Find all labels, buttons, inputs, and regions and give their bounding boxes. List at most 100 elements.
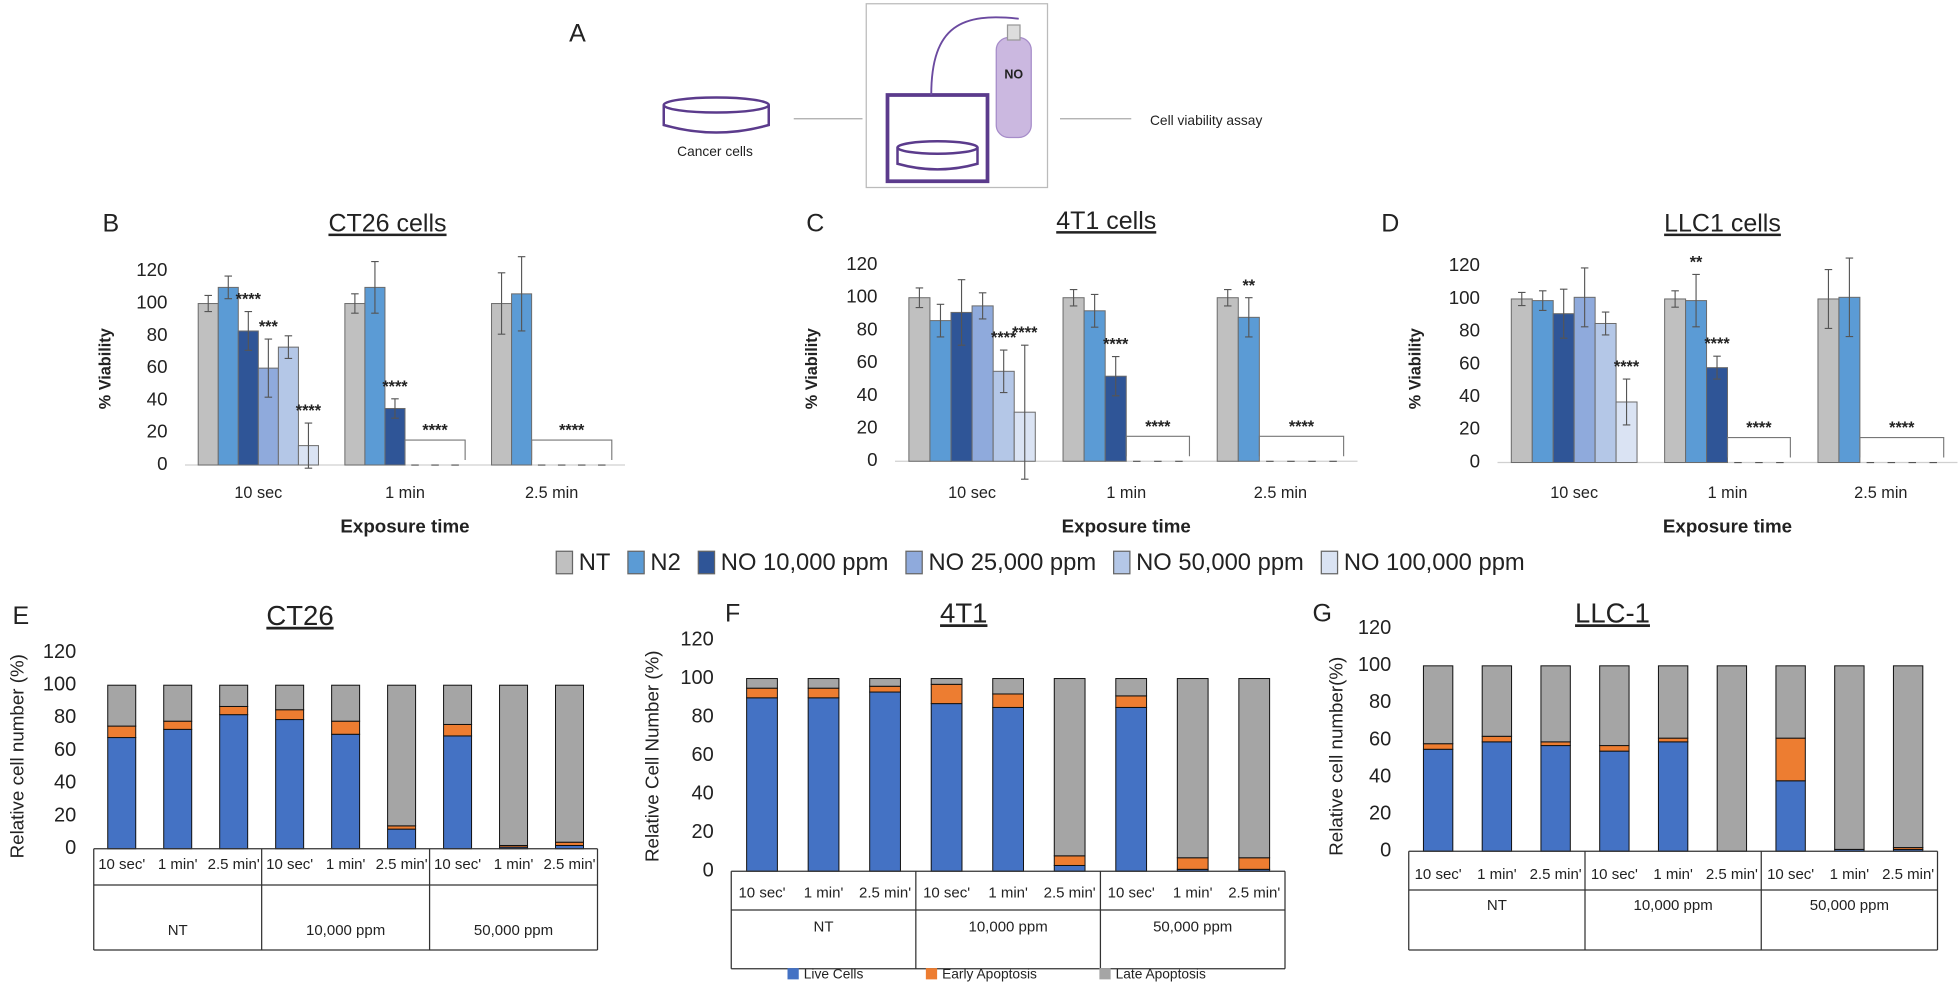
x-tick-label: 1 min'	[326, 856, 366, 873]
bar-segment	[331, 684, 361, 722]
y-tick-label: 100	[136, 291, 167, 312]
significance-label: ***	[259, 318, 279, 336]
error-bar	[1601, 311, 1610, 336]
significance-label: ****	[1746, 419, 1772, 437]
x-tick-label: 1 min'	[1173, 885, 1213, 902]
significance-label: ****	[559, 422, 585, 440]
y-tick-label: 20	[1459, 418, 1480, 439]
x-axis-label: Exposure time	[1062, 515, 1191, 536]
y-tick-label: 100	[680, 667, 713, 689]
bar	[971, 305, 994, 462]
legend-label: Late Apoptosis	[1116, 967, 1206, 982]
y-tick-label: 80	[54, 706, 76, 728]
y-tick-label: 120	[846, 253, 877, 274]
group-label: 50,000 ppm	[1153, 918, 1232, 935]
y-tick-label: 120	[43, 641, 76, 663]
bar-segment	[1422, 743, 1454, 750]
y-tick-label: 80	[147, 324, 168, 345]
y-tick-label: 0	[867, 449, 877, 470]
significance-label: **	[1242, 277, 1255, 295]
error-bar	[1245, 297, 1253, 338]
bar	[1706, 367, 1729, 463]
bar-segment	[1834, 665, 1865, 850]
bar-segment	[1599, 665, 1630, 747]
error-bar	[284, 335, 293, 359]
legend-label: Live Cells	[804, 967, 864, 982]
bar-segment	[1716, 665, 1748, 852]
error-bar	[1824, 268, 1833, 329]
y-tick-label: 40	[54, 772, 76, 794]
y-tick-label: 100	[1358, 654, 1391, 676]
x-tick-label: 10 sec'	[738, 885, 785, 902]
bar-segment	[1657, 737, 1689, 743]
bar	[1664, 298, 1687, 463]
bar-segment	[1775, 665, 1806, 739]
y-tick-label: 100	[43, 673, 76, 695]
bar-segment	[275, 709, 305, 721]
significance-label: ****	[1614, 358, 1640, 376]
y-tick-label: 0	[157, 453, 167, 474]
legend-swatch	[925, 968, 938, 980]
x-tick-label: 2.5 min'	[859, 885, 911, 902]
x-tick-label: 10 sec	[1550, 484, 1598, 502]
bar-segment	[807, 678, 840, 689]
x-tick-label: 1 min'	[1830, 866, 1870, 883]
error-bar	[978, 292, 987, 320]
bar-segment	[219, 684, 249, 707]
error-bar	[1069, 288, 1078, 307]
x-tick-label: 10 sec'	[1108, 885, 1155, 902]
chart-title: LLC-1	[1575, 597, 1650, 628]
legend-swatch	[905, 550, 923, 575]
significance-label: ****	[382, 378, 408, 396]
x-tick-label: 1 min'	[1477, 866, 1517, 883]
bar-segment	[1481, 665, 1513, 737]
bar-segment	[1422, 665, 1454, 745]
bar	[197, 303, 219, 466]
error-bar	[204, 294, 212, 313]
y-tick-label: 60	[1369, 728, 1391, 750]
legend-label: Early Apoptosis	[942, 967, 1037, 982]
significance-label: **	[1690, 253, 1703, 271]
error-bar	[1538, 290, 1547, 311]
chart-title: CT26 cells	[328, 210, 446, 238]
bar-segment	[930, 703, 963, 872]
error-bar	[1692, 273, 1700, 328]
legend-swatch	[697, 550, 716, 575]
error-bar	[264, 338, 273, 398]
bar-segment	[107, 684, 137, 727]
bar-segment	[499, 684, 529, 846]
bar-segment	[1657, 741, 1689, 852]
dish	[662, 104, 771, 134]
dish	[896, 139, 979, 155]
y-axis-label: % Viability	[1407, 328, 1425, 409]
y-tick-label: 20	[147, 421, 168, 442]
significance-bracket	[1258, 435, 1345, 457]
x-tick-label: 1 min'	[988, 885, 1028, 902]
y-tick-label: 60	[54, 739, 76, 761]
legend-label: NT	[579, 549, 611, 576]
y-tick-label: 40	[692, 782, 714, 804]
y-tick-label: 0	[65, 837, 76, 859]
error-bar	[497, 272, 506, 335]
bar-segment	[443, 684, 473, 725]
group-label: NT	[814, 918, 834, 935]
y-axis-label: Relative cell number(%)	[1325, 657, 1346, 856]
error-bar	[1223, 288, 1232, 307]
bar-segment	[1115, 678, 1148, 697]
bar	[364, 286, 386, 466]
bar-segment	[555, 684, 585, 843]
x-tick-label: 1 min	[1106, 484, 1146, 502]
y-tick-label: 80	[1369, 691, 1391, 713]
legend-label: NO 10,000 ppm	[721, 549, 889, 576]
significance-label: ****	[236, 291, 262, 309]
bar-segment	[746, 697, 778, 872]
tube	[930, 16, 1019, 96]
chart-title: 4T1 cells	[1056, 207, 1156, 235]
bar-segment	[331, 720, 361, 735]
error-bar	[391, 398, 399, 419]
bar-segment	[1481, 741, 1513, 852]
bar-segment	[1422, 748, 1454, 852]
bar	[1594, 322, 1617, 463]
error-bar	[1559, 288, 1568, 339]
